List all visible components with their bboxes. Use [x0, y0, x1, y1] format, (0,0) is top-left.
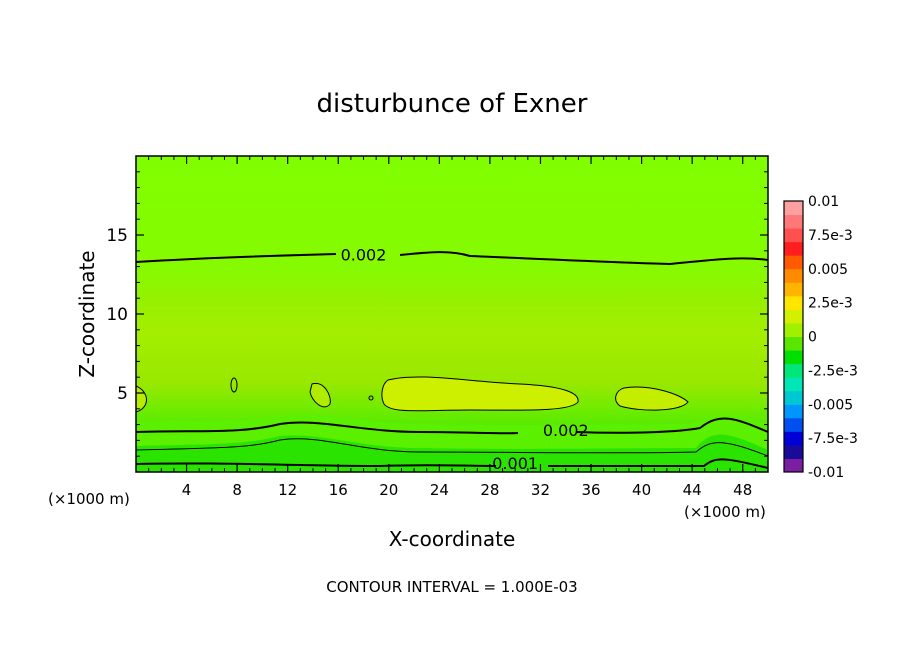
chart-title: disturbunce of Exner	[317, 89, 588, 119]
x-tick-label: 44	[683, 481, 702, 499]
x-tick-label: 36	[581, 481, 600, 499]
contour-line-upper	[136, 251, 768, 266]
y-axis-label: Z-coordinate	[75, 250, 99, 377]
contour-label: 0.001	[492, 454, 538, 473]
x-tick-label: 24	[430, 481, 449, 499]
colorbar-swatch	[784, 201, 803, 216]
x-tick-label: 48	[733, 481, 752, 499]
x-tick-label: 16	[329, 481, 348, 499]
contour-labels: 0.002 0.002 0.001	[341, 246, 589, 474]
x-unit-left: (×1000 m)	[48, 490, 130, 508]
y-tick-label: 10	[106, 305, 128, 325]
colorbar-label: -2.5e-3	[808, 363, 858, 379]
field-cell-center	[381, 376, 579, 411]
contour-closed-center	[381, 376, 579, 412]
colorbar-swatch	[784, 458, 803, 473]
x-tick-label: 40	[632, 481, 651, 499]
colorbar-frame	[783, 200, 804, 473]
colorbar-swatch	[784, 268, 803, 283]
contour-line-middle	[136, 417, 768, 435]
colorbar-swatch	[784, 241, 803, 256]
contour-label: 0.002	[341, 246, 387, 265]
colorbar-swatch	[784, 214, 803, 229]
field-background	[136, 156, 768, 472]
contour-closed-tiny	[230, 377, 238, 393]
colorbar-label: -0.005	[808, 397, 853, 413]
x-tick-label: 20	[379, 481, 398, 499]
contour-closed-right	[615, 386, 689, 411]
colorbar-swatch	[784, 228, 803, 243]
colorbar-label: 2.5e-3	[808, 296, 853, 312]
colorbar-label: -7.5e-3	[808, 431, 858, 447]
colorbar-swatch	[784, 255, 803, 270]
colorbar-swatch	[784, 350, 803, 365]
contour-line-lower	[136, 458, 768, 469]
colorbar-swatch	[784, 295, 803, 310]
x-tick-label: 8	[232, 481, 242, 499]
colorbar-swatch	[784, 444, 803, 459]
x-tick-label: 28	[480, 481, 499, 499]
x-tick-label: 12	[278, 481, 297, 499]
colorbar-label: 0	[808, 330, 817, 346]
colorbar: 0.01 7.5e-3 0.005 2.5e-3 0 -2.5e-3 -0.005 -7.5e…	[783, 194, 858, 481]
y-tick-label: 5	[117, 384, 128, 404]
field-band-lowest	[136, 434, 768, 472]
field-cell-small	[310, 383, 331, 407]
contour-label: 0.002	[543, 421, 589, 440]
colorbar-label: 7.5e-3	[808, 228, 853, 244]
colorbar-swatch	[784, 431, 803, 446]
colorbar-swatch	[784, 377, 803, 392]
colorbar-swatch	[784, 336, 803, 351]
colorbar-swatch	[784, 363, 803, 378]
x-axis-ticks: 4 8 12 16 20 24 28 32 36 40 44 48	[148, 156, 756, 499]
colorbar-swatch	[784, 322, 803, 337]
x-unit-right: (×1000 m)	[684, 503, 766, 521]
x-axis-label: X-coordinate	[389, 527, 516, 551]
colorbar-swatch	[784, 390, 803, 405]
colorbar-swatch	[784, 417, 803, 432]
contour-closed-left	[136, 385, 147, 413]
y-axis-ticks: 5 10 15	[106, 171, 768, 457]
y-tick-label: 15	[106, 226, 128, 246]
plot-area	[136, 156, 768, 472]
colorbar-label: -0.01	[808, 465, 844, 481]
contour-closed-small	[309, 382, 331, 408]
colorbar-label: 0.01	[808, 194, 839, 210]
x-tick-label: 32	[531, 481, 550, 499]
contour-line-thin	[136, 438, 768, 457]
contour-closed-dot	[368, 395, 374, 401]
colorbar-swatch	[784, 282, 803, 297]
colorbar-swatch	[784, 309, 803, 324]
colorbar-swatch	[784, 404, 803, 419]
x-tick-label: 4	[182, 481, 192, 499]
contour-interval-note: CONTOUR INTERVAL = 1.000E-03	[326, 578, 577, 596]
colorbar-label: 0.005	[808, 262, 848, 278]
